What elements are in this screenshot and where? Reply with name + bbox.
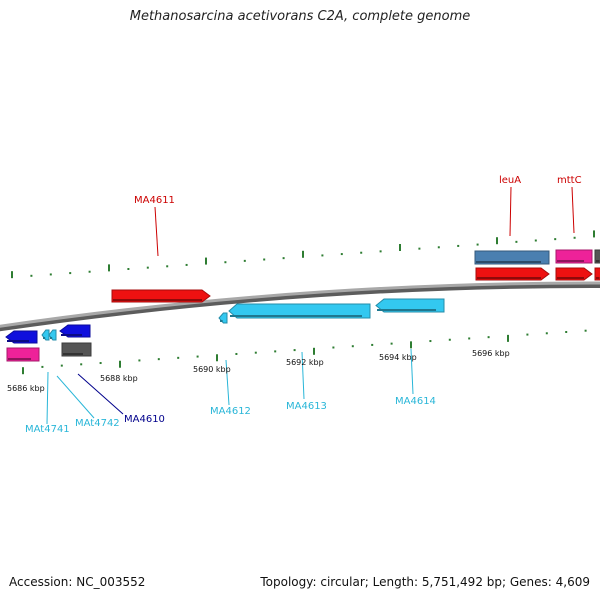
leader-leua xyxy=(509,186,512,237)
genome-backbone xyxy=(0,281,600,328)
gene-labels: MA4611 leuA mttC MAt4741 MAt4742 MA4610 … xyxy=(25,175,582,435)
label-ma4611[interactable]: MA4611 xyxy=(134,195,175,206)
genome-title: Methanosarcina acetivorans C2A, complete… xyxy=(129,9,471,24)
gene-ma4613-shape[interactable] xyxy=(228,303,371,319)
scale-label-5694: 5694 kbp xyxy=(379,353,417,362)
gene-left-blue-shade xyxy=(7,340,29,342)
gene-ma4610-gray-shade xyxy=(63,353,83,355)
gene-ma4612[interactable] xyxy=(218,312,228,324)
accession-text: Accession: NC_003552 xyxy=(9,575,146,589)
upper-tick-row xyxy=(11,230,595,279)
gene-ma4610-gray-shape[interactable] xyxy=(61,342,92,357)
scale-labels: 5686 kbp 5688 kbp 5690 kbp 5692 kbp 5694… xyxy=(7,349,510,393)
gene-leua-lower-shade xyxy=(477,277,541,279)
label-leua[interactable]: leuA xyxy=(499,175,521,186)
gene-leua-upper[interactable] xyxy=(474,250,550,265)
leader-ma4613 xyxy=(301,351,305,400)
gene-ma4614-shape[interactable] xyxy=(375,298,445,313)
gene-mat4741-shade xyxy=(43,337,46,339)
scale-label-5692: 5692 kbp xyxy=(286,358,324,367)
leader-ma4612 xyxy=(225,359,230,406)
leader-ma4611 xyxy=(154,206,159,257)
gene-mttc-lower-shade xyxy=(557,277,584,279)
label-mttc[interactable]: mttC xyxy=(557,175,582,186)
label-mat4742[interactable]: MAt4742 xyxy=(75,418,120,429)
gene-edge-upper[interactable] xyxy=(594,249,600,264)
gene-leua-upper-shape[interactable] xyxy=(474,250,550,265)
gene-mttc-lower[interactable] xyxy=(555,267,593,281)
lower-tick-row xyxy=(22,329,587,375)
gene-ma4610-shade xyxy=(61,334,82,336)
gene-ma4614[interactable] xyxy=(375,298,445,313)
leader-ma4614 xyxy=(410,348,414,395)
label-mat4741[interactable]: MAt4741 xyxy=(25,424,70,435)
genome-summary-text: Topology: circular; Length: 5,751,492 bp… xyxy=(260,575,590,589)
gene-left-blue[interactable] xyxy=(5,330,38,344)
leader-mat4742 xyxy=(56,375,95,419)
gene-edge-lower-shade xyxy=(596,277,600,279)
label-ma4612[interactable]: MA4612 xyxy=(210,406,251,417)
label-ma4614[interactable]: MA4614 xyxy=(395,396,436,407)
gene-mat4741[interactable] xyxy=(41,329,50,341)
scale-label-5688: 5688 kbp xyxy=(100,374,138,383)
gene-ma4613-shade xyxy=(230,315,362,317)
gene-features xyxy=(5,249,600,362)
label-ma4610[interactable]: MA4610 xyxy=(124,414,165,425)
scale-label-5696: 5696 kbp xyxy=(472,349,510,358)
gene-ma4610[interactable] xyxy=(59,324,91,338)
gene-leua-upper-shade xyxy=(476,261,541,263)
gene-ma4610-gray[interactable] xyxy=(61,342,92,357)
leader-mat4741 xyxy=(46,371,49,425)
gene-left-pink[interactable] xyxy=(6,347,40,362)
gene-mat4742-shade xyxy=(50,337,53,339)
leader-ma4610 xyxy=(77,373,124,415)
gene-ma4613[interactable] xyxy=(228,303,371,319)
gene-edge-upper-shade xyxy=(596,260,600,262)
gene-mttc-upper-shade xyxy=(557,260,584,262)
gene-mat4742[interactable] xyxy=(48,329,57,341)
gene-mat4742-shape[interactable] xyxy=(48,329,57,341)
label-leader-lines xyxy=(46,186,575,425)
gene-left-pink-shade xyxy=(8,358,31,360)
gene-leua-lower[interactable] xyxy=(475,267,550,281)
gene-edge-lower[interactable] xyxy=(594,267,600,281)
gene-mat4741-shape[interactable] xyxy=(41,329,50,341)
gene-mttc-upper[interactable] xyxy=(555,249,593,264)
genome-backbone-shadow xyxy=(0,281,600,332)
leader-mttc xyxy=(571,186,575,234)
gene-ma4612-shape[interactable] xyxy=(218,312,228,324)
gene-ma4612-shade xyxy=(220,320,223,322)
gene-ma4614-shade xyxy=(377,309,436,311)
label-ma4613[interactable]: MA4613 xyxy=(286,401,327,412)
gene-left-pink-shape[interactable] xyxy=(6,347,40,362)
gene-mttc-upper-shape[interactable] xyxy=(555,249,593,264)
gene-ma4611[interactable] xyxy=(111,289,211,303)
gene-ma4611-shade xyxy=(113,299,202,301)
gene-edge-upper-shape[interactable] xyxy=(594,249,600,264)
scale-label-5690: 5690 kbp xyxy=(193,365,231,374)
scale-label-5686: 5686 kbp xyxy=(7,384,45,393)
